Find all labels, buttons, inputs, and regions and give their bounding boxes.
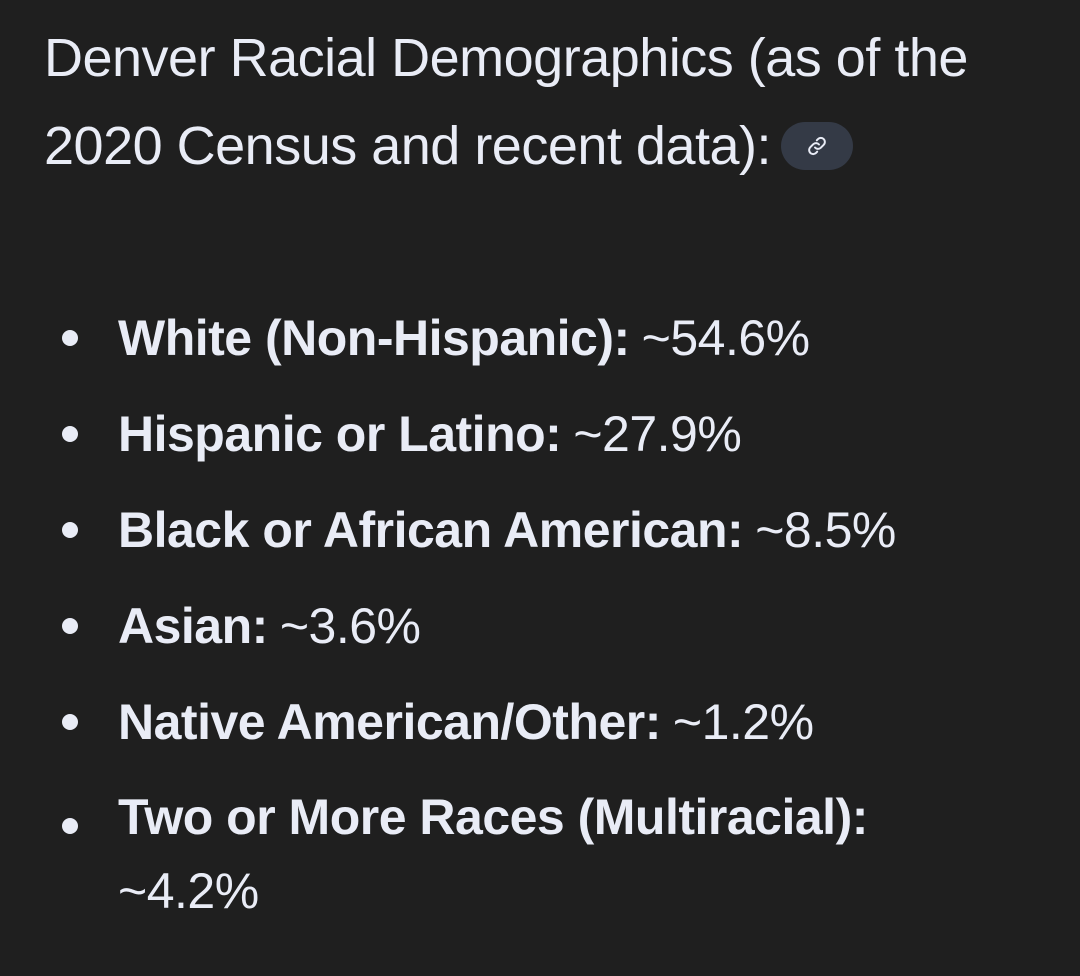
- item-label: Two or More Races (Multiracial):: [118, 789, 868, 845]
- item-label: Hispanic or Latino:: [118, 406, 562, 462]
- item-label: Asian:: [118, 598, 268, 654]
- item-value: ~3.6%: [279, 598, 421, 654]
- link-icon: [808, 136, 826, 155]
- bullet-dot: [62, 330, 78, 346]
- item-label: Black or African American:: [118, 502, 744, 558]
- list-item: Two or More Races (Multiracial): ~4.2%: [0, 770, 1080, 928]
- list-item: White (Non-Hispanic): ~54.6%: [0, 290, 1080, 386]
- bullet-dot: [62, 818, 78, 834]
- list-item: Hispanic or Latino: ~27.9%: [0, 386, 1080, 482]
- bullet-dot: [62, 426, 78, 442]
- source-link-button[interactable]: [781, 121, 853, 170]
- item-value: ~8.5%: [755, 502, 896, 558]
- list-item: Asian: ~3.6%: [0, 578, 1080, 674]
- item-value: ~4.2%: [118, 863, 259, 919]
- list-item: Black or African American: ~8.5%: [0, 482, 1080, 578]
- heading-text: Denver Racial Demographics (as of the 20…: [44, 28, 968, 176]
- item-label: Native American/Other:: [118, 694, 661, 750]
- item-value: ~54.6%: [641, 310, 810, 366]
- bullet-dot: [62, 714, 78, 730]
- response-heading: Denver Racial Demographics (as of the 20…: [44, 14, 1054, 190]
- item-value: ~27.9%: [573, 406, 742, 462]
- item-label: White (Non-Hispanic):: [118, 310, 630, 366]
- bullet-dot: [62, 522, 78, 538]
- item-value: ~1.2%: [672, 694, 814, 750]
- demographics-list: White (Non-Hispanic): ~54.6% Hispanic or …: [0, 290, 1080, 928]
- bullet-dot: [62, 618, 78, 634]
- list-item: Native American/Other: ~1.2%: [0, 674, 1080, 770]
